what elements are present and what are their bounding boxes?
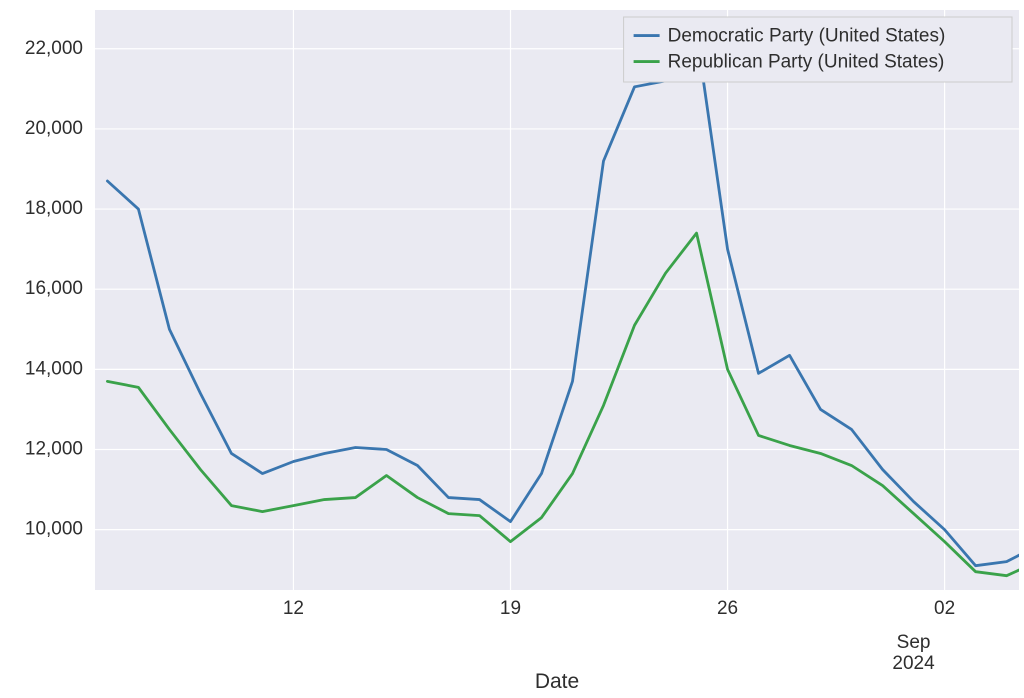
- y-tick-label: 10,000: [25, 519, 83, 540]
- plot-background: [95, 10, 1019, 590]
- y-tick-label: 16,000: [25, 278, 83, 299]
- y-tick-label: 14,000: [25, 358, 83, 379]
- legend-label-1: Republican Party (United States): [668, 51, 945, 72]
- y-tick-label: 20,000: [25, 118, 83, 139]
- chart-container: 10,000 12,000 14,000 16,000 18,000 20,000 22,0…: [0, 0, 1024, 698]
- x-axis-label: Date: [535, 670, 579, 693]
- line-chart: 10,000 12,000 14,000 16,000 18,000 20,000 22,0…: [0, 0, 1024, 698]
- x-tick-label: 12: [283, 598, 304, 619]
- x-tick-label: 02: [934, 598, 955, 619]
- y-tick-label: 18,000: [25, 198, 83, 219]
- x-tick-label: 26: [717, 598, 738, 619]
- x-secondary-label: Sep2024: [892, 632, 935, 674]
- legend-label-0: Democratic Party (United States): [668, 25, 946, 46]
- y-tick-label: 22,000: [25, 38, 83, 59]
- x-tick-label: 19: [500, 598, 521, 619]
- y-tick-label: 12,000: [25, 438, 83, 459]
